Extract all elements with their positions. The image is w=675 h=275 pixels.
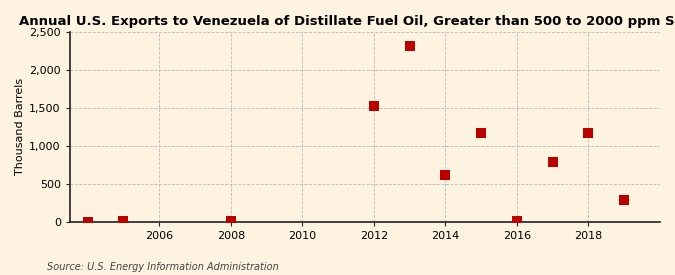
Point bbox=[118, 219, 129, 223]
Point bbox=[547, 160, 558, 164]
Point bbox=[440, 172, 451, 177]
Point bbox=[404, 43, 415, 48]
Title: Annual U.S. Exports to Venezuela of Distillate Fuel Oil, Greater than 500 to 200: Annual U.S. Exports to Venezuela of Dist… bbox=[19, 15, 675, 28]
Point bbox=[82, 219, 93, 224]
Point bbox=[476, 131, 487, 135]
Point bbox=[583, 131, 594, 135]
Text: Source: U.S. Energy Information Administration: Source: U.S. Energy Information Administ… bbox=[47, 262, 279, 272]
Point bbox=[225, 219, 236, 224]
Point bbox=[369, 104, 379, 109]
Point bbox=[512, 219, 522, 224]
Point bbox=[619, 198, 630, 203]
Y-axis label: Thousand Barrels: Thousand Barrels bbox=[15, 78, 25, 175]
